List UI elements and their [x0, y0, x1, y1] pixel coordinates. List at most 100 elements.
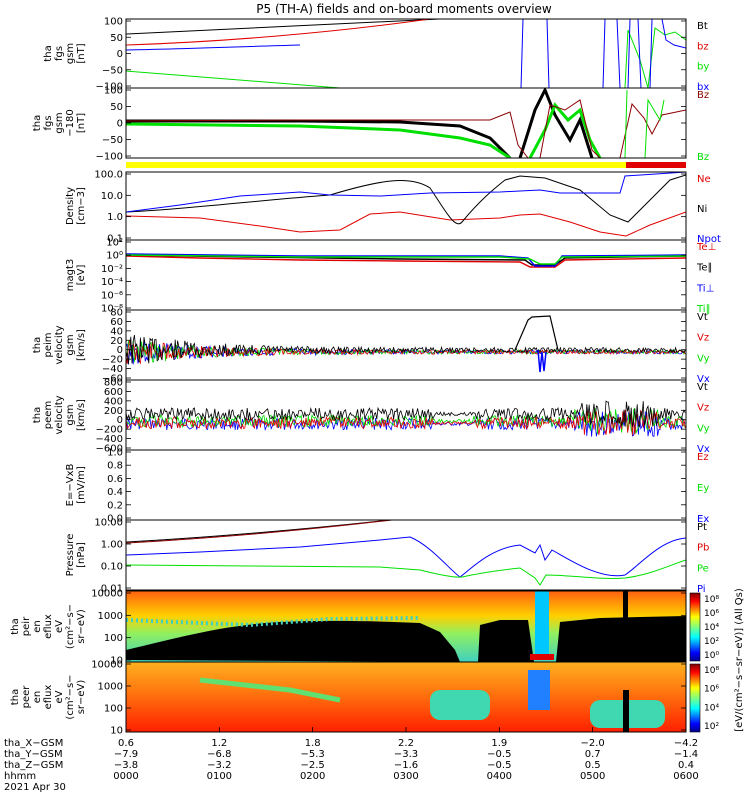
- y-tick-label: 10: [110, 656, 123, 667]
- mode-bar-red: [626, 162, 686, 168]
- x-tick-label: −3.8: [114, 760, 138, 771]
- x-row-label: hhmm: [4, 771, 36, 782]
- colorbar-tick-peir: 10⁰: [704, 651, 719, 661]
- peer-gap: [623, 690, 629, 732]
- panel-frame-temp: [125, 239, 687, 311]
- legend-entry: Pt: [697, 522, 707, 533]
- x-tick-label: 0.7: [585, 749, 601, 760]
- x-tick-label: 0000: [113, 771, 138, 782]
- legend-entry: Bz: [697, 152, 709, 163]
- series-bx-late: [520, 19, 686, 88]
- series-Te-perp: [126, 255, 686, 268]
- series-Pe: [126, 559, 686, 586]
- y-tick-label: 0.1: [107, 234, 123, 245]
- y-tick-label: 0: [117, 119, 123, 130]
- x-tick-label: 0100: [207, 771, 232, 782]
- chart-title: P5 (TH-A) fields and on-board moments ov…: [256, 2, 552, 16]
- x-tick-label: −2.0: [581, 738, 605, 749]
- y-axis-label: magt3: [65, 259, 76, 292]
- y-axis-label: Pressure: [65, 534, 76, 577]
- legend-entry: Ti⊥: [696, 283, 714, 294]
- legend-entry: Vt: [697, 312, 708, 323]
- y-axis-label: fgs: [43, 115, 54, 130]
- peer-green-streak: [199, 677, 341, 703]
- y-axis-label: eflux: [43, 614, 54, 639]
- y-tick-label: 10000: [91, 589, 123, 600]
- x-tick-label: 1.8: [305, 738, 321, 749]
- legend-entry: Vy: [697, 353, 710, 364]
- panel-frame-efield: [125, 449, 687, 521]
- y-tick-label: 200: [104, 406, 123, 417]
- series-Npot: [126, 172, 686, 213]
- x-tick-label: 0.4: [678, 760, 694, 771]
- peer-blob-1: [430, 690, 490, 720]
- x-row-label: tha_X−GSM: [4, 738, 63, 749]
- x-tick-label: 1.2: [211, 738, 227, 749]
- y-tick-label: 80: [110, 308, 123, 319]
- y-tick-label: −600: [96, 444, 123, 455]
- y-tick-label: −100: [96, 152, 123, 163]
- colorbar-label: [eV/(cm²−s−sr−eV)] (All Qs): [734, 588, 745, 732]
- y-axis-label: tha: [32, 337, 43, 353]
- mode-bar-yellow: [126, 162, 626, 168]
- colorbar-tick-peer: 10⁴: [704, 703, 719, 713]
- y-tick-label: 10.00: [94, 518, 123, 529]
- y-tick-label: 0.8: [107, 461, 123, 472]
- x-tick-label: −0.5: [487, 760, 511, 771]
- y-tick-label: 40: [110, 326, 123, 337]
- x-tick-label: 0600: [673, 771, 698, 782]
- x-tick-label: 0.6: [118, 738, 134, 749]
- x-tick-label: −6.8: [207, 749, 231, 760]
- y-tick-label: 800: [104, 378, 123, 389]
- panel-fgs-bottom: [126, 88, 686, 158]
- panel-peem-vel: [126, 400, 686, 437]
- series-by: [126, 70, 341, 88]
- y-axis-label: peer: [21, 685, 32, 709]
- x-tick-label: 0200: [300, 771, 325, 782]
- series-Bz-late: [624, 89, 665, 158]
- legend-entry: bz: [697, 41, 709, 52]
- y-axis-label: gsm: [65, 404, 76, 425]
- peir-gap: [623, 591, 628, 662]
- y-tick-label: 10⁻⁴: [101, 277, 123, 288]
- legend-entry: Vx: [697, 374, 710, 385]
- y-axis-label: sr−eV): [76, 680, 87, 715]
- panel-frame-pressure: [125, 519, 687, 591]
- y-tick-label: 100: [104, 633, 123, 644]
- panel-fgs-top: [126, 19, 686, 88]
- y-axis-label: [cm−3]: [76, 187, 87, 225]
- y-tick-label: 20: [110, 336, 123, 347]
- x-tick-label: −0.5: [487, 749, 511, 760]
- y-tick-label: 0: [117, 415, 123, 426]
- peir-red-arc: [530, 654, 554, 660]
- y-axis-label: en: [32, 620, 43, 633]
- y-axis-label: tha: [10, 618, 21, 634]
- series-peim-Vt-box: [514, 315, 559, 351]
- y-axis-label: [nPa]: [76, 542, 87, 568]
- series-bx: [126, 44, 301, 51]
- y-tick-label: 60: [110, 317, 123, 328]
- x-tick-label: −1.6: [394, 760, 418, 771]
- colorbar-tick-peir: 10²: [704, 637, 719, 647]
- legend-entry: Vx: [697, 444, 710, 455]
- x-tick-label: −3.3: [394, 749, 418, 760]
- y-tick-label: 0.6: [107, 474, 123, 485]
- y-tick-label: −200: [96, 425, 123, 436]
- series-Pi: [126, 536, 686, 578]
- noise-trace: [126, 339, 686, 365]
- x-tick-label: 0400: [487, 771, 512, 782]
- legend-entry: Pb: [697, 543, 709, 554]
- y-tick-label: −20: [102, 355, 123, 366]
- y-tick-label: 0.10: [101, 562, 123, 573]
- legend-entry: Ex: [697, 514, 709, 525]
- series-Ni: [126, 174, 686, 225]
- y-tick-label: 10⁻²: [101, 264, 123, 275]
- x-tick-label: −5.3: [301, 749, 325, 760]
- panel-pressure: [126, 520, 686, 586]
- y-axis-label: [km/s]: [76, 329, 87, 361]
- y-axis-label: peim: [43, 332, 54, 357]
- series-bz: [126, 19, 686, 46]
- y-axis-label: [km/s]: [76, 399, 87, 431]
- y-tick-label: 1.00: [101, 540, 123, 551]
